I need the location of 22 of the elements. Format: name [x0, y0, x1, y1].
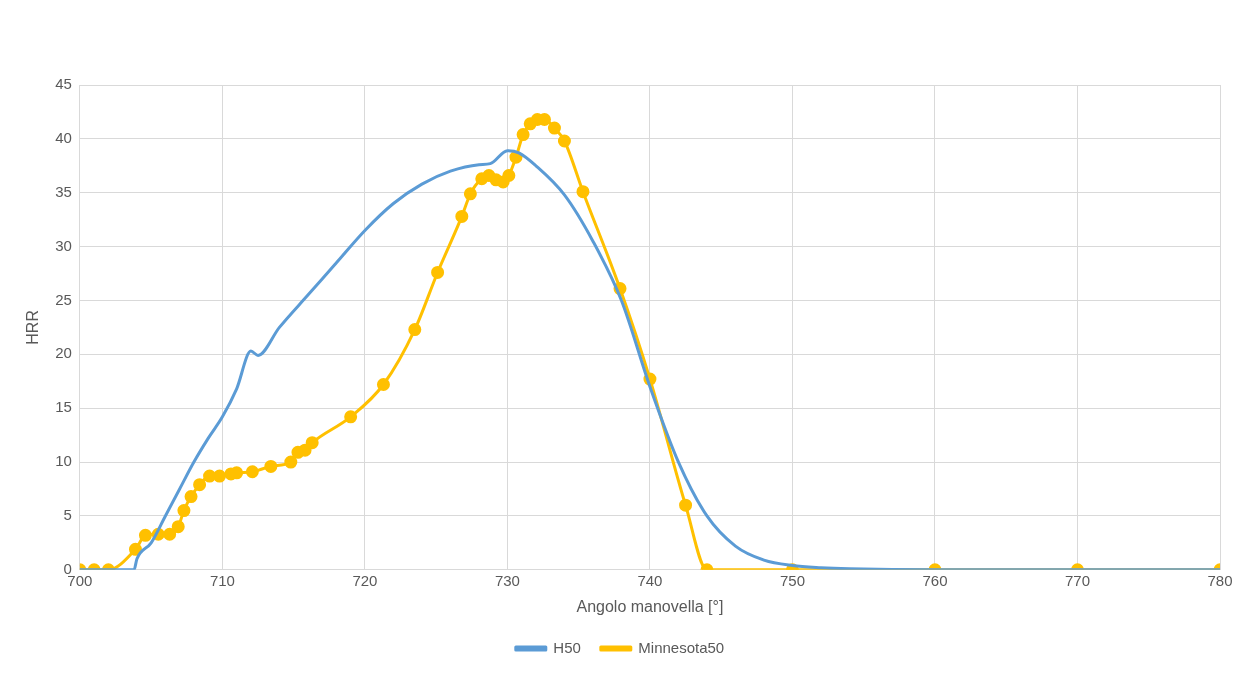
x-tick-label: 740 — [637, 571, 663, 589]
x-axis-title: Angolo manovella [°] — [576, 597, 724, 615]
y-tick-label: 40 — [55, 129, 72, 147]
x-tick-label: 780 — [1207, 571, 1233, 589]
legend-label: Minnesota50 — [638, 638, 725, 656]
x-tick-label: 720 — [352, 571, 378, 589]
x-tick-label: 710 — [209, 571, 235, 589]
y-tick-label: 35 — [55, 182, 72, 200]
x-tick-label: 760 — [922, 571, 948, 589]
y-tick-label: 20 — [55, 344, 72, 362]
y-tick-label: 30 — [55, 236, 72, 254]
y-axis-title: HRR — [24, 310, 42, 345]
y-tick-label: 5 — [63, 506, 72, 524]
x-tick-label: 770 — [1064, 571, 1090, 589]
y-tick-label: 0 — [63, 559, 72, 577]
y-tick-label: 25 — [55, 290, 72, 308]
y-tick-label: 10 — [55, 452, 72, 470]
y-tick-label: 15 — [55, 398, 72, 416]
x-tick-label: 730 — [494, 571, 520, 589]
y-tick-label: 45 — [55, 75, 72, 93]
legend-label: H50 — [553, 638, 581, 656]
x-tick-label: 750 — [779, 571, 805, 589]
